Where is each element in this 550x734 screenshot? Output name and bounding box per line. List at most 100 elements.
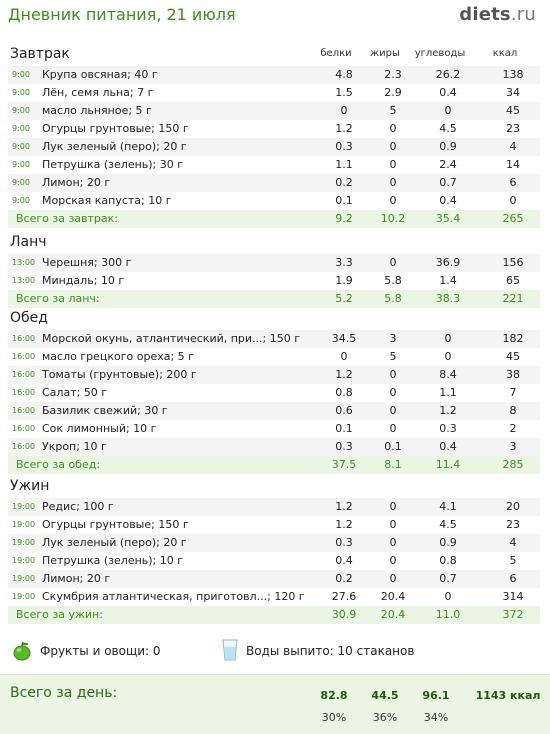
food-row[interactable]: 9:00 Крупа овсяная; 40 г 4.8 2.3 26.2 138 (8, 66, 540, 84)
fat-value: 0 (389, 572, 397, 585)
food-name[interactable]: Скумбрия атлантическая, приготовл...; 12… (42, 590, 305, 603)
carbs-value: 1.4 (439, 274, 457, 287)
food-name[interactable]: Черешня; 300 г (42, 256, 132, 269)
food-name[interactable]: Укроп; 10 г (42, 440, 107, 453)
carbs-value: 0 (444, 590, 452, 603)
total-protein: 9.2 (335, 212, 353, 225)
column-header-fat: жиры (370, 48, 400, 59)
total-carbs: 35.4 (435, 212, 461, 225)
food-row[interactable]: 9:00 Лён, семя льна; 7 г 1.5 2.9 0.4 34 (8, 84, 540, 102)
food-row[interactable]: 9:00 масло льняное; 5 г 0 5 0 45 (8, 102, 540, 120)
glass-icon (222, 639, 238, 661)
food-name[interactable]: Огурцы грунтовые; 150 г (42, 122, 189, 135)
day-protein-percent: 30% (321, 711, 347, 724)
fat-value: 2.3 (384, 68, 402, 81)
meal-time: 13:00 (12, 276, 36, 285)
column-header-protein: белки (320, 48, 352, 59)
meal-title: Обед (10, 310, 48, 326)
meal-title: Завтрак (10, 46, 70, 62)
meal-total-row: Всего за завтрак: 9.2 10.2 35.4 265 (8, 210, 540, 228)
food-name[interactable]: Морской окунь, атлантический, при...; 15… (42, 332, 301, 345)
carbs-value: 1.1 (439, 386, 457, 399)
food-row[interactable]: 9:00 Морская капуста; 10 г 0.1 0 0.4 0 (8, 192, 540, 210)
food-row[interactable]: 9:00 Лук зеленый (перо); 20 г 0.3 0 0.9 4 (8, 138, 540, 156)
meal-time: 9:00 (12, 178, 30, 187)
food-row[interactable]: 16:00 Томаты (грунтовые); 200 г 1.2 0 8.4 38 (8, 366, 540, 384)
meal-title: Ужин (10, 478, 50, 494)
food-row[interactable]: 13:00 Миндаль; 10 г 1.9 5.8 1.4 65 (8, 272, 540, 290)
food-row[interactable]: 16:00 масло грецкого ореха; 5 г 0 5 0 45 (8, 348, 540, 366)
food-row[interactable]: 19:00 Лук зеленый (перо); 20 г 0.3 0 0.9 4 (8, 534, 540, 552)
fat-value: 0 (389, 368, 397, 381)
food-name[interactable]: Томаты (грунтовые); 200 г (42, 368, 197, 381)
food-name[interactable]: Лук зеленый (перо); 20 г (42, 140, 187, 153)
meal-time: 9:00 (12, 142, 30, 151)
kcal-value: 7 (509, 386, 517, 399)
food-name[interactable]: Редис; 100 г (42, 500, 114, 513)
protein-value: 0.6 (335, 404, 353, 417)
meal-time: 19:00 (12, 574, 36, 583)
food-row[interactable]: 13:00 Черешня; 300 г 3.3 0 36.9 156 (8, 254, 540, 272)
kcal-value: 4 (509, 140, 517, 153)
food-name[interactable]: Сок лимонный; 10 г (42, 422, 157, 435)
fat-value: 0 (389, 500, 397, 513)
meal-time: 16:00 (12, 424, 36, 433)
total-carbs: 11.4 (435, 458, 461, 471)
food-name[interactable]: масло льняное; 5 г (42, 104, 152, 117)
food-row[interactable]: 9:00 Огурцы грунтовые; 150 г 1.2 0 4.5 23 (8, 120, 540, 138)
meal-total-row: Всего за ужин: 30.9 20.4 11.0 372 (8, 606, 540, 624)
kcal-value: 23 (506, 518, 520, 531)
food-name[interactable]: масло грецкого ореха; 5 г (42, 350, 194, 363)
food-row[interactable]: 16:00 Салат; 50 г 0.8 0 1.1 7 (8, 384, 540, 402)
food-name[interactable]: Петрушка (зелень); 10 г (42, 554, 184, 567)
food-row[interactable]: 16:00 Укроп; 10 г 0.3 0.1 0.4 3 (8, 438, 540, 456)
food-row[interactable]: 19:00 Лимон; 20 г 0.2 0 0.7 6 (8, 570, 540, 588)
food-name[interactable]: Крупа овсяная; 40 г (42, 68, 158, 81)
meal-time: 16:00 (12, 334, 36, 343)
meal-time: 16:00 (12, 442, 36, 451)
fat-value: 0 (389, 518, 397, 531)
food-row[interactable]: 16:00 Морской окунь, атлантический, при..… (8, 330, 540, 348)
food-row[interactable]: 19:00 Редис; 100 г 1.2 0 4.1 20 (8, 498, 540, 516)
food-name[interactable]: Морская капуста; 10 г (42, 194, 172, 207)
food-row[interactable]: 9:00 Петрушка (зелень); 30 г 1.1 0 2.4 14 (8, 156, 540, 174)
day-total-carbs: 96.1 (422, 689, 450, 702)
carbs-value: 0.4 (439, 86, 457, 99)
food-row[interactable]: 19:00 Огурцы грунтовые; 150 г 1.2 0 4.5 23 (8, 516, 540, 534)
food-name[interactable]: Огурцы грунтовые; 150 г (42, 518, 189, 531)
total-protein: 37.5 (331, 458, 357, 471)
carbs-value: 0.7 (439, 176, 457, 189)
food-name[interactable]: Салат; 50 г (42, 386, 108, 399)
kcal-value: 138 (502, 68, 524, 81)
protein-value: 0 (340, 104, 348, 117)
protein-value: 0.2 (335, 572, 353, 585)
food-row[interactable]: 9:00 Лимон; 20 г 0.2 0 0.7 6 (8, 174, 540, 192)
food-name[interactable]: Миндаль; 10 г (42, 274, 125, 287)
food-name[interactable]: Лён, семя льна; 7 г (42, 86, 154, 99)
carbs-value: 4.5 (439, 518, 457, 531)
kcal-value: 5 (509, 554, 517, 567)
food-name[interactable]: Лимон; 20 г (42, 176, 111, 189)
protein-value: 27.6 (331, 590, 357, 603)
fat-value: 5 (389, 350, 397, 363)
carbs-value: 4.1 (439, 500, 457, 513)
meal-time: 19:00 (12, 502, 36, 511)
kcal-value: 45 (506, 350, 520, 363)
kcal-value: 182 (502, 332, 524, 345)
food-row[interactable]: 16:00 Сок лимонный; 10 г 0.1 0 0.3 2 (8, 420, 540, 438)
food-row[interactable]: 19:00 Скумбрия атлантическая, приготовл..… (8, 588, 540, 606)
total-kcal: 285 (502, 458, 524, 471)
carbs-value: 0.3 (439, 422, 457, 435)
kcal-value: 314 (502, 590, 524, 603)
food-row[interactable]: 19:00 Петрушка (зелень); 10 г 0.4 0 0.8 5 (8, 552, 540, 570)
food-name[interactable]: Базилик свежий; 30 г (42, 404, 168, 417)
column-headers: белки жиры углеводы ккал (0, 46, 550, 64)
meal-time: 19:00 (12, 556, 36, 565)
kcal-value: 20 (506, 500, 520, 513)
food-name[interactable]: Лук зеленый (перо); 20 г (42, 536, 187, 549)
food-row[interactable]: 16:00 Базилик свежий; 30 г 0.6 0 1.2 8 (8, 402, 540, 420)
food-name[interactable]: Петрушка (зелень); 30 г (42, 158, 184, 171)
site-logo[interactable]: diets.ru (459, 4, 536, 25)
food-name[interactable]: Лимон; 20 г (42, 572, 111, 585)
extras-bar: Фрукты и овощи: 0 Воды выпито: 10 стакан… (0, 638, 550, 666)
